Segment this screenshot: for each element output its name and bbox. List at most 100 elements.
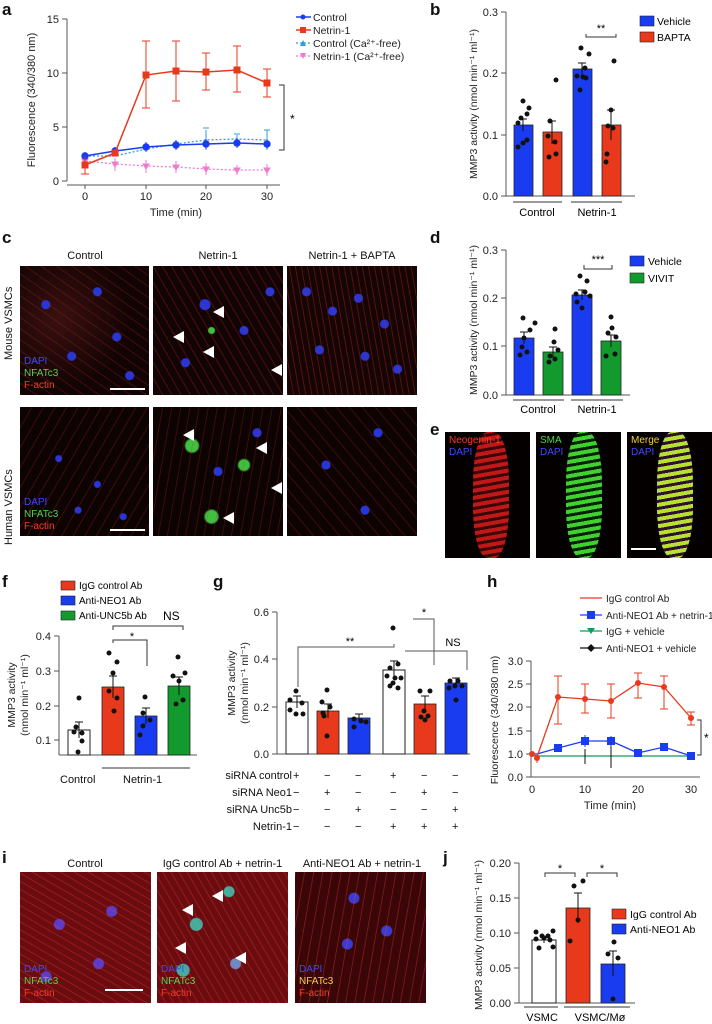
panel-c: Control Netrin-1 Netrin-1 + BAPTA Mouse … (0, 240, 430, 570)
chart-b: 0.3 0.2 0.1 0.0 MMP3 activity (nmol min⁻… (468, 7, 691, 219)
chart-h: IgG control Ab Anti-NEO1 Ab + netrin-1 I… (489, 594, 712, 810)
micrograph-mouse-netrin-bapta (287, 266, 417, 395)
arrowhead (235, 952, 246, 964)
svg-text:VIVIT: VIVIT (648, 273, 675, 285)
arrowhead (213, 306, 224, 318)
arrowhead (271, 482, 282, 494)
svg-text:2.5: 2.5 (508, 679, 523, 691)
svg-text:0.1: 0.1 (483, 341, 498, 353)
svg-text:BAPTA: BAPTA (657, 32, 691, 44)
panel-e: Neogenin-1 DAPI SMA DAPI Merge DAPI (445, 432, 712, 564)
svg-text:30: 30 (685, 784, 697, 796)
svg-text:*: * (130, 631, 135, 643)
svg-text:***: *** (592, 254, 606, 266)
svg-text:Anti-NEO1 Ab: Anti-NEO1 Ab (79, 596, 142, 607)
svg-text:Anti-UNC5b Ab: Anti-UNC5b Ab (79, 611, 147, 622)
scale-bar (110, 529, 145, 531)
chart-f: IgG control Ab Anti-NEO1 Ab Anti-UNC5b A… (6, 580, 197, 756)
svg-text:*: * (422, 607, 427, 619)
chart-d: 0.3 0.2 0.1 0.0 MMP3 activity (nmol min⁻… (468, 245, 682, 415)
svg-text:0.0: 0.0 (508, 772, 523, 784)
svg-text:0: 0 (529, 784, 535, 796)
svg-text:0.1: 0.1 (36, 735, 51, 747)
svg-text:0.3: 0.3 (483, 245, 498, 257)
chart-a: 15 10 5 0 0 10 20 30 Time (min) Fluoresc… (26, 12, 404, 219)
svg-text:MMP3 activity: MMP3 activity (226, 650, 238, 716)
svg-text:VSMC: VSMC (526, 1012, 558, 1024)
svg-text:(nmol min⁻¹ ml⁻¹): (nmol min⁻¹ ml⁻¹) (19, 654, 31, 736)
svg-text:0.3: 0.3 (483, 7, 498, 19)
svg-text:MMP3 activity: MMP3 activity (6, 662, 18, 728)
svg-text:NS: NS (163, 609, 180, 623)
svg-text:**: ** (346, 636, 355, 648)
scale-bar (105, 989, 143, 991)
svg-text:Fluorescence (340/380 nm): Fluorescence (340/380 nm) (489, 656, 501, 784)
svg-text:NS: NS (445, 637, 460, 649)
arrowhead (212, 890, 223, 902)
svg-text:Vehicle: Vehicle (657, 16, 691, 28)
a-ytick: 10 (47, 68, 59, 80)
svg-text:Anti-NEO1 Ab: Anti-NEO1 Ab (630, 924, 696, 936)
svg-text:Control: Control (519, 207, 554, 219)
micrograph-i-control: DAPI NFATc3 F-actin (20, 872, 151, 1003)
micrograph-i-igg-netrin: DAPI NFATc3 F-actin (157, 872, 288, 1003)
micrograph-human-netrin-bapta (287, 407, 417, 536)
svg-text:0.0: 0.0 (254, 749, 269, 761)
svg-text:Time (min): Time (min) (584, 800, 636, 810)
panel-label-h: h (487, 572, 498, 591)
svg-text:Anti-NEO1 Ab + netrin-1: Anti-NEO1 Ab + netrin-1 (606, 611, 712, 622)
panel-label-i: i (2, 848, 7, 867)
svg-text:20: 20 (632, 784, 644, 796)
chart-g: 0.6 0.4 0.2 0.0 MMP3 activity (nmol min⁻… (226, 607, 470, 761)
a-sig: * (290, 112, 295, 126)
svg-text:MMP3 activity (nmol min⁻¹ ml⁻¹: MMP3 activity (nmol min⁻¹ ml⁻¹) (468, 245, 480, 395)
svg-text:0.15: 0.15 (490, 893, 511, 905)
svg-text:10: 10 (140, 191, 152, 203)
svg-text:0.10: 0.10 (490, 928, 511, 940)
svg-text:0.4: 0.4 (254, 654, 269, 666)
svg-text:0.05: 0.05 (490, 963, 511, 975)
svg-text:20: 20 (200, 191, 212, 203)
svg-text:Netrin-1: Netrin-1 (313, 25, 351, 37)
svg-text:30: 30 (261, 191, 273, 203)
svg-text:Anti-NEO1 + vehicle: Anti-NEO1 + vehicle (606, 644, 697, 655)
a-ytick: 15 (47, 14, 59, 26)
scale-bar (631, 548, 656, 550)
svg-text:MMP3 activity (nmol min⁻¹ ml⁻¹: MMP3 activity (nmol min⁻¹ ml⁻¹) (468, 29, 480, 179)
svg-text:Vehicle: Vehicle (648, 256, 682, 268)
arrowhead (223, 512, 234, 524)
micrograph-i-antineo1-netrin: DAPI NFATc3 F-actin (295, 872, 426, 1003)
panel-label-g: g (213, 572, 224, 591)
svg-text:0.2: 0.2 (254, 702, 269, 714)
chart-j: 0.20 0.15 0.10 0.05 0.00 MMP3 activity (… (473, 858, 697, 1024)
svg-text:Control (Ca²⁺-free): Control (Ca²⁺-free) (313, 38, 401, 50)
svg-text:Control: Control (313, 12, 347, 24)
svg-text:VSMC/Mø: VSMC/Mø (575, 1012, 626, 1024)
svg-text:*: * (704, 731, 709, 745)
a-ytick: 0 (53, 176, 59, 188)
arrowhead (173, 331, 184, 343)
arrowhead (183, 429, 194, 441)
micrograph-merge: Merge DAPI (627, 432, 712, 558)
svg-text:**: ** (597, 23, 606, 35)
a-xlabel: Time (min) (150, 207, 202, 219)
svg-text:1.0: 1.0 (508, 749, 523, 761)
panel-label-d: d (430, 228, 441, 247)
c-col-title: Control (67, 250, 103, 262)
micrograph-neogenin: Neogenin-1 DAPI (445, 432, 530, 558)
h-legend: IgG control Ab Anti-NEO1 Ab + netrin-1 I… (580, 594, 712, 655)
a-ytick: 5 (53, 122, 59, 134)
a-ylabel: Fluorescence (340/380 nm) (26, 33, 38, 168)
micrograph-mouse-netrin (153, 266, 283, 395)
micrograph-human-control: DAPI NFATc3 F-actin (20, 407, 149, 536)
micrograph-mouse-control: DAPI NFATc3 F-actin (20, 266, 149, 395)
arrowhead (256, 442, 267, 454)
svg-text:IgG control Ab: IgG control Ab (606, 594, 670, 605)
svg-text:Netrin-1: Netrin-1 (577, 404, 616, 415)
svg-text:*: * (600, 863, 605, 875)
scale-bar (110, 388, 145, 390)
svg-text:1.5: 1.5 (508, 726, 523, 738)
svg-text:Control: Control (520, 404, 555, 415)
svg-text:Netrin-1 (Ca²⁺-free): Netrin-1 (Ca²⁺-free) (313, 51, 404, 63)
micrograph-sma: SMA DAPI (536, 432, 621, 558)
